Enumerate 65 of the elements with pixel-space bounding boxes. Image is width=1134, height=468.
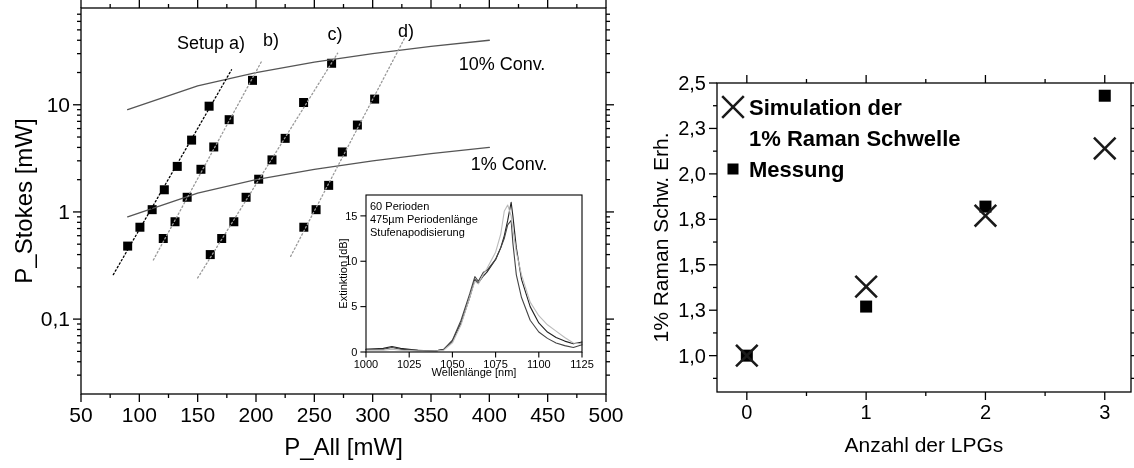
annotation: 1% Conv. — [470, 154, 548, 175]
point — [187, 135, 197, 145]
annotation: Stufenapodisierung — [370, 225, 465, 238]
x-tick-label: 200 — [238, 402, 274, 426]
point — [196, 164, 206, 174]
annotation: 10% Conv. — [458, 54, 546, 75]
annotation: 475µm Periodenlänge — [370, 213, 478, 226]
point — [205, 250, 215, 260]
y-tick-label: 10 — [46, 93, 70, 117]
x-tick-label: 2 — [979, 401, 992, 423]
y-tick-label: 2,3 — [678, 117, 706, 140]
point — [299, 222, 309, 232]
x-tick-label: 1000 — [353, 358, 379, 371]
x-tick-label: 150 — [180, 402, 216, 426]
x-tick-label: 1 — [860, 401, 872, 423]
point — [241, 192, 251, 202]
legend-label: Messung — [749, 156, 845, 182]
point — [159, 185, 169, 195]
point — [860, 300, 873, 313]
y-tick-label: 1,5 — [678, 253, 706, 276]
point — [204, 101, 214, 111]
point — [854, 274, 878, 299]
point — [1093, 136, 1117, 161]
annotation: Setup a) — [176, 33, 246, 54]
point — [973, 203, 998, 228]
point — [337, 147, 347, 157]
point — [217, 234, 227, 244]
y-tick-label: 1,3 — [678, 299, 706, 322]
point — [170, 217, 180, 227]
x-tick-label: 3 — [1099, 401, 1111, 423]
x-tick-label: 1100 — [526, 358, 551, 371]
x-tick-label: 50 — [69, 402, 93, 426]
annotation: d) — [397, 21, 415, 42]
point — [229, 217, 239, 227]
y-tick-label: 1,8 — [678, 208, 706, 231]
y-tick-label: 2,5 — [678, 72, 706, 94]
y-tick-label: 0,1 — [40, 307, 70, 331]
y-tick-label: 1,0 — [678, 344, 706, 367]
annotation: 60 Perioden — [370, 200, 430, 213]
x-tick-label: 500 — [588, 402, 624, 426]
point — [299, 98, 309, 108]
x-tick-label: 400 — [471, 402, 507, 426]
y-tick-label: 2,0 — [678, 162, 706, 185]
x-tick-label: 450 — [530, 402, 566, 426]
y-tick-label: 5 — [351, 300, 358, 313]
annotation: b) — [262, 30, 280, 51]
x-tick-label: 0 — [741, 401, 753, 423]
y-tick-label: 1 — [58, 200, 70, 224]
x-tick-label: 300 — [355, 402, 391, 426]
point — [352, 120, 362, 130]
x-tick-label: 250 — [296, 402, 332, 426]
annotation: c) — [327, 24, 343, 45]
point — [1098, 89, 1111, 102]
legend-label: Simulation der 1% Raman Schwelle — [749, 94, 961, 151]
y-tick-label: 15 — [345, 209, 358, 222]
point — [735, 343, 759, 368]
x-tick-label: 1025 — [396, 358, 422, 371]
x-tick-label: 350 — [413, 402, 449, 426]
y-axis-title: P_Stokes [mW] — [10, 118, 37, 284]
x-axis-title: P_All [mW] — [284, 433, 403, 460]
y-axis-title: 1% Raman Schw. Erh. — [649, 132, 672, 343]
x-axis-title: Anzahl der LPGs — [844, 433, 1004, 456]
y-tick-label: 0 — [351, 345, 358, 358]
x-tick-label: 100 — [121, 402, 157, 426]
x-tick-label: 1125 — [570, 358, 594, 371]
